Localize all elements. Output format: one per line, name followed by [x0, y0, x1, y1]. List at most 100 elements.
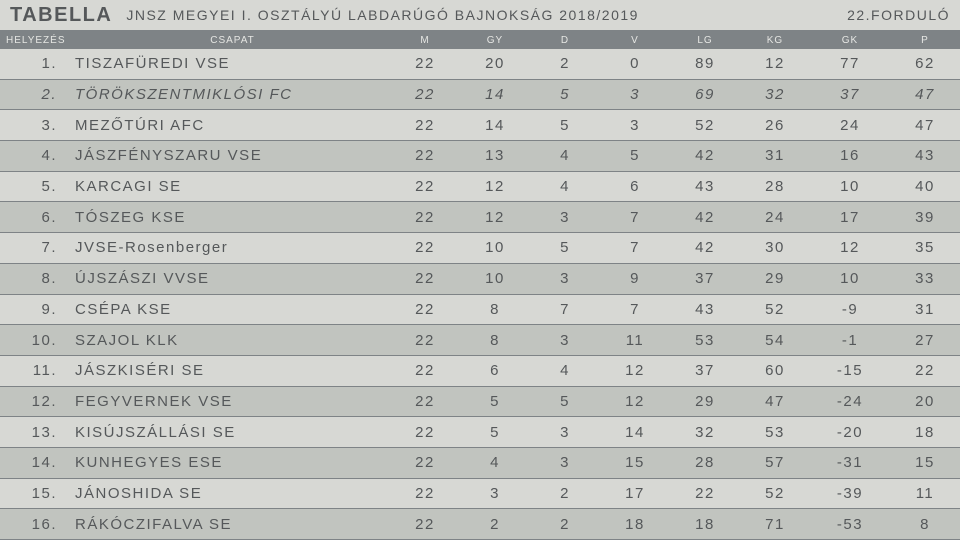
- cell-kg: 54: [740, 332, 810, 349]
- cell-p: 47: [890, 117, 960, 134]
- cell-team: TISZAFÜREDI VSE: [75, 55, 390, 72]
- cell-p: 33: [890, 270, 960, 287]
- cell-d: 5: [530, 86, 600, 103]
- cell-gk: 10: [810, 270, 890, 287]
- cell-v: 15: [600, 454, 670, 471]
- cell-p: 27: [890, 332, 960, 349]
- col-header-m: M: [390, 35, 460, 46]
- cell-gk: 12: [810, 239, 890, 256]
- cell-gy: 2: [460, 516, 530, 533]
- cell-team: MEZŐTÚRI AFC: [75, 117, 390, 134]
- cell-pos: 6.: [0, 209, 75, 226]
- col-header-kg: KG: [740, 35, 810, 46]
- table-row: 6.TÓSZEG KSE22123742241739: [0, 202, 960, 233]
- cell-d: 4: [530, 362, 600, 379]
- cell-lg: 53: [670, 332, 740, 349]
- cell-m: 22: [390, 239, 460, 256]
- cell-p: 39: [890, 209, 960, 226]
- cell-kg: 28: [740, 178, 810, 195]
- cell-kg: 52: [740, 485, 810, 502]
- cell-p: 31: [890, 301, 960, 318]
- cell-gy: 8: [460, 332, 530, 349]
- cell-m: 22: [390, 454, 460, 471]
- cell-kg: 47: [740, 393, 810, 410]
- cell-kg: 71: [740, 516, 810, 533]
- cell-team: KUNHEGYES ESE: [75, 454, 390, 471]
- cell-kg: 30: [740, 239, 810, 256]
- cell-p: 43: [890, 147, 960, 164]
- cell-team: JÁSZKISÉRI SE: [75, 362, 390, 379]
- cell-gk: 77: [810, 55, 890, 72]
- table-row: 14.KUNHEGYES ESE2243152857-3115: [0, 448, 960, 479]
- cell-gk: -24: [810, 393, 890, 410]
- cell-kg: 53: [740, 424, 810, 441]
- col-header-d: D: [530, 35, 600, 46]
- cell-team: TÓSZEG KSE: [75, 209, 390, 226]
- cell-gy: 6: [460, 362, 530, 379]
- cell-pos: 3.: [0, 117, 75, 134]
- cell-v: 12: [600, 362, 670, 379]
- cell-pos: 4.: [0, 147, 75, 164]
- cell-p: 18: [890, 424, 960, 441]
- cell-pos: 12.: [0, 393, 75, 410]
- cell-d: 5: [530, 117, 600, 134]
- cell-v: 3: [600, 86, 670, 103]
- cell-pos: 11.: [0, 362, 75, 379]
- cell-pos: 16.: [0, 516, 75, 533]
- cell-kg: 24: [740, 209, 810, 226]
- cell-p: 40: [890, 178, 960, 195]
- cell-gy: 14: [460, 117, 530, 134]
- cell-d: 3: [530, 209, 600, 226]
- cell-kg: 32: [740, 86, 810, 103]
- cell-team: CSÉPA KSE: [75, 301, 390, 318]
- cell-m: 22: [390, 270, 460, 287]
- table-row: 4.JÁSZFÉNYSZARU VSE22134542311643: [0, 141, 960, 172]
- table-row: 10.SZAJOL KLK2283115354-127: [0, 325, 960, 356]
- cell-pos: 13.: [0, 424, 75, 441]
- header-row: HELYEZÉS CSAPAT M GY D V LG KG GK P: [0, 32, 960, 49]
- table-row: 12.FEGYVERNEK VSE2255122947-2420: [0, 387, 960, 418]
- title-round: 22.FORDULÓ: [847, 7, 950, 23]
- cell-d: 4: [530, 178, 600, 195]
- cell-m: 22: [390, 209, 460, 226]
- cell-p: 15: [890, 454, 960, 471]
- cell-kg: 26: [740, 117, 810, 134]
- cell-team: KARCAGI SE: [75, 178, 390, 195]
- cell-v: 11: [600, 332, 670, 349]
- cell-p: 35: [890, 239, 960, 256]
- cell-gk: -1: [810, 332, 890, 349]
- table-row: 13.KISÚJSZÁLLÁSI SE2253143253-2018: [0, 417, 960, 448]
- table-row: 3.MEZŐTÚRI AFC22145352262447: [0, 110, 960, 141]
- title-main: TABELLA: [10, 4, 112, 27]
- col-header-p: P: [890, 35, 960, 46]
- cell-d: 3: [530, 332, 600, 349]
- cell-team: TÖRÖKSZENTMIKLÓSI FC: [75, 86, 390, 103]
- cell-gy: 3: [460, 485, 530, 502]
- cell-m: 22: [390, 117, 460, 134]
- cell-v: 9: [600, 270, 670, 287]
- cell-d: 3: [530, 454, 600, 471]
- cell-p: 47: [890, 86, 960, 103]
- cell-m: 22: [390, 55, 460, 72]
- cell-m: 22: [390, 147, 460, 164]
- cell-lg: 52: [670, 117, 740, 134]
- table-row: 8.ÚJSZÁSZI VVSE22103937291033: [0, 264, 960, 295]
- cell-lg: 69: [670, 86, 740, 103]
- table-row: 15.JÁNOSHIDA SE2232172252-3911: [0, 479, 960, 510]
- standings-table: TABELLA JNSZ MEGYEI I. OSZTÁLYÚ LABDARÚG…: [0, 0, 960, 540]
- cell-gk: 37: [810, 86, 890, 103]
- title-sub: JNSZ MEGYEI I. OSZTÁLYÚ LABDARÚGÓ BAJNOK…: [126, 7, 847, 23]
- cell-d: 2: [530, 516, 600, 533]
- table-row: 1.TISZAFÜREDI VSE22202089127762: [0, 49, 960, 80]
- col-header-lg: LG: [670, 35, 740, 46]
- cell-pos: 10.: [0, 332, 75, 349]
- cell-p: 8: [890, 516, 960, 533]
- cell-gk: -20: [810, 424, 890, 441]
- cell-v: 7: [600, 239, 670, 256]
- cell-pos: 8.: [0, 270, 75, 287]
- cell-kg: 60: [740, 362, 810, 379]
- cell-gy: 12: [460, 178, 530, 195]
- cell-v: 12: [600, 393, 670, 410]
- cell-team: RÁKÓCZIFALVA SE: [75, 516, 390, 533]
- cell-kg: 31: [740, 147, 810, 164]
